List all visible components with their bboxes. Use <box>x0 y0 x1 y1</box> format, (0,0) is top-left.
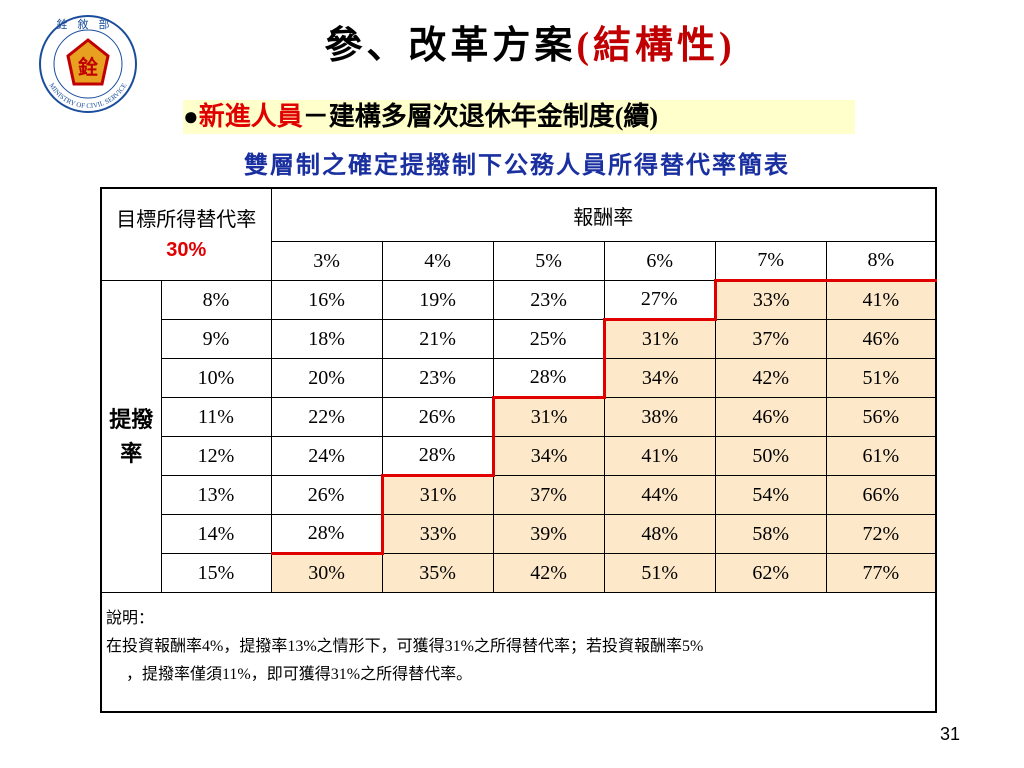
title-main: 參、改革方案 <box>324 25 577 67</box>
data-row: 13% 26% 31% 37% 44% 54% 66% <box>101 474 937 515</box>
cell: 24% <box>270 436 383 476</box>
column-header: 7% <box>714 241 827 281</box>
cell: 27% <box>603 280 716 320</box>
cell: 50% <box>714 436 827 476</box>
cell: 26% <box>381 397 494 437</box>
logo: 銓敘部 MINISTRY OF CIVIL SERVICE 銓 <box>39 15 137 113</box>
cell: 51% <box>603 553 716 593</box>
row-header: 12% <box>160 436 272 476</box>
note-line: ，提撥率僅須11%，即可獲得31%之所得替代率。 <box>126 666 473 683</box>
table-body: 目標所得替代率30% 報酬率 3% 4% 5% 6% 7% 8% 提撥率 8% 16% 19% 2… <box>100 187 937 713</box>
bullet: ● <box>183 102 199 131</box>
corner-label: 目標所得替代率 <box>116 208 257 231</box>
cell: 44% <box>603 475 716 515</box>
row-group: 提撥率 <box>100 280 162 593</box>
data-row: 12% 24% 28% 34% 41% 50% 61% <box>101 436 937 476</box>
cell: 22% <box>270 397 383 437</box>
cell: 28% <box>381 436 494 476</box>
data-row: 15% 30% 35% 42% 51% 62% 77% <box>101 552 937 593</box>
row-header: 9% <box>160 319 272 359</box>
row-header: 13% <box>160 475 272 515</box>
note-heading: 說明： <box>106 610 155 627</box>
cell: 41% <box>825 279 937 320</box>
column-header: 6% <box>603 241 716 281</box>
cell: 19% <box>381 280 494 320</box>
column-header: 4% <box>381 241 494 281</box>
logo-emblem <box>66 38 110 86</box>
header-row: 目標所得替代率 30% 報酬率 <box>100 187 937 281</box>
column-header: 3% <box>270 241 383 281</box>
cell: 46% <box>825 319 937 359</box>
corner-cell: 目標所得替代率 30% <box>100 187 272 281</box>
cell: 61% <box>825 436 937 476</box>
cell: 28% <box>492 358 605 398</box>
logo-emblem-text: 銓 <box>78 55 98 79</box>
cell: 34% <box>602 358 716 398</box>
cell: 66% <box>825 475 937 515</box>
page-number: 31 <box>940 724 961 744</box>
cell: 31% <box>491 396 605 437</box>
cell: 46% <box>714 397 827 437</box>
data-row: 11% 22% 26% 31% 38% 46% 56% <box>101 396 937 437</box>
section: 新進人員 <box>198 102 303 131</box>
note-cell: 說明： 在投資報酬率4%，提撥率13%之情形下，可獲得31%之所得替代率；若投資報… <box>100 592 937 713</box>
cell: 39% <box>492 514 605 554</box>
section-line: ●新進人員－建構多層次退休年金制度(續) <box>183 100 855 134</box>
cell: 72% <box>825 514 937 554</box>
cell: 34% <box>491 436 605 476</box>
title: 參、改革方案(結構性) <box>0 14 1024 69</box>
column-row: 3% 4% 5% 6% 7% 8% <box>101 241 937 281</box>
row-header: 14% <box>160 514 272 554</box>
cell: 26% <box>270 475 383 515</box>
cell: 31% <box>602 318 716 359</box>
data-row: 9% 18% 21% 25% 31% 37% 46% <box>101 318 937 359</box>
note-row: 說明： 在投資報酬率4%，提撥率13%之情形下，可獲得31%之所得替代率；若投資報… <box>100 592 937 713</box>
cell: 42% <box>492 553 605 593</box>
cell: 37% <box>714 319 827 359</box>
data-row: 10% 20% 23% 28% 34% 42% 51% <box>101 358 937 398</box>
cell: 38% <box>603 397 716 437</box>
cell: 33% <box>713 279 827 320</box>
cell: 30% <box>270 552 383 593</box>
title-suffix: (結構性) <box>576 25 736 67</box>
cell: 41% <box>603 436 716 476</box>
column-group: 報酬率 <box>270 187 937 242</box>
cell: 18% <box>270 319 383 359</box>
row-header: 8% <box>160 280 272 320</box>
row-header: 11% <box>160 397 272 437</box>
cell: 54% <box>714 475 827 515</box>
cell: 33% <box>380 514 494 554</box>
data-row: 14% 28% 33% 39% 48% 58% 72% <box>101 514 937 554</box>
logo-top-text: 銓敘部 <box>57 17 120 31</box>
column-header: 8% <box>825 241 937 281</box>
cell: 35% <box>381 553 494 593</box>
cell: 56% <box>825 397 937 437</box>
cell: 48% <box>603 514 716 554</box>
logo-inner <box>53 29 123 99</box>
cell: 31% <box>380 474 494 515</box>
data-row: 提撥率 8% 16% 19% 23% 27% 33% 41% <box>100 279 937 593</box>
cell: 21% <box>381 319 494 359</box>
row-header: 15% <box>160 553 272 593</box>
cell: 23% <box>492 280 605 320</box>
note-line: 在投資報酬率4%，提撥率13%之情形下，可獲得31%之所得替代率；若投資報酬率5… <box>106 638 704 655</box>
cell: 77% <box>825 553 937 593</box>
cell: 23% <box>381 358 494 398</box>
subtitle: 雙層制之確定提撥制下公務人員所得替代率簡表 <box>244 153 790 179</box>
cell: 20% <box>270 358 383 398</box>
cell: 62% <box>714 553 827 593</box>
cell: 16% <box>270 280 383 320</box>
column-header: 5% <box>492 241 605 281</box>
cell: 51% <box>825 358 937 398</box>
table: 目標所得替代率30% 報酬率 3% 4% 5% 6% 7% 8% 提撥率 8% 16% 19% 2… <box>100 187 937 713</box>
cell: 42% <box>714 358 827 398</box>
cell: 37% <box>492 475 605 515</box>
section-suffix: －建構多層次退休年金制度(續) <box>302 102 659 131</box>
cell: 25% <box>492 319 605 359</box>
corner-target: 30% <box>166 238 207 261</box>
cell: 28% <box>270 514 383 554</box>
cell: 58% <box>714 514 827 554</box>
row-header: 10% <box>160 358 272 398</box>
